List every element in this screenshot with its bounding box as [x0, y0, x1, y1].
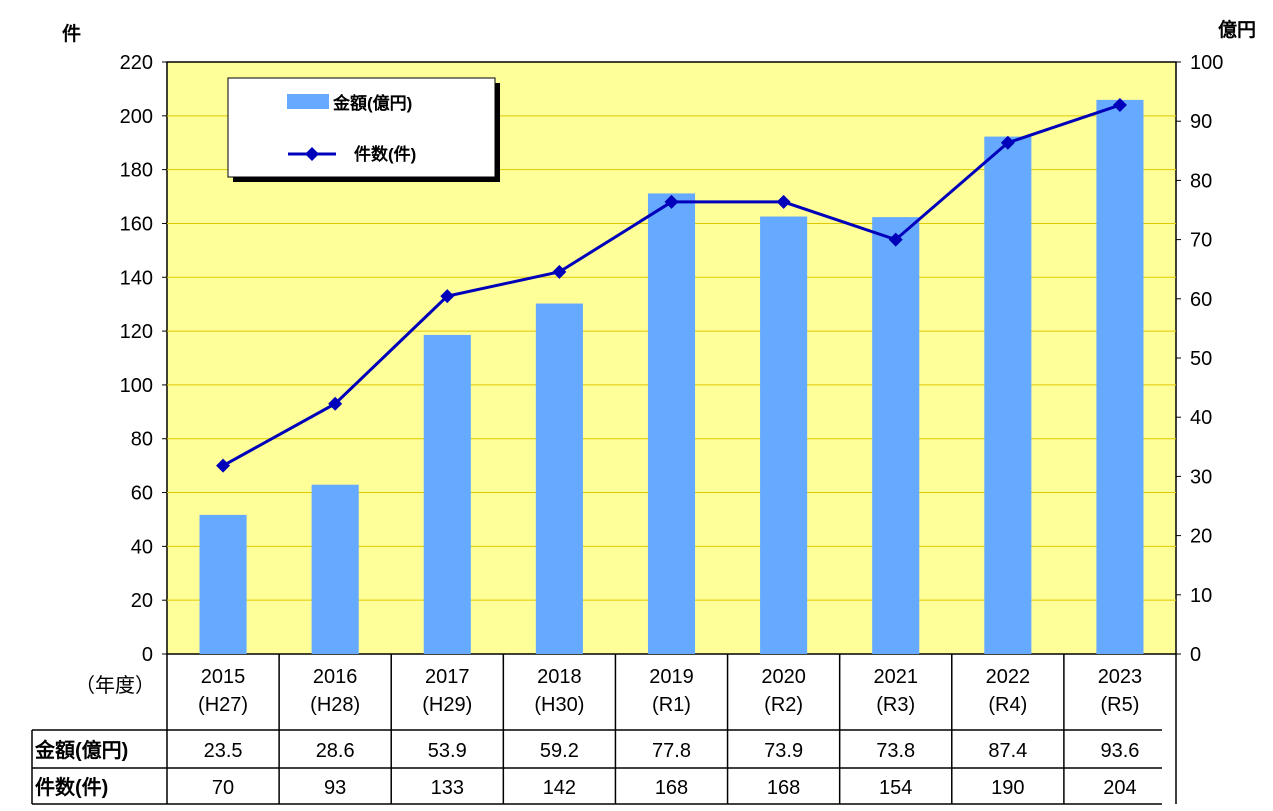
left-tick-label: 100 — [120, 375, 153, 397]
left-tick-label: 80 — [131, 429, 153, 451]
left-axis-unit: 件 — [62, 22, 81, 45]
line-marker — [776, 194, 791, 209]
table-cell: 53.9 — [428, 740, 467, 762]
table-cell: 59.2 — [540, 740, 579, 762]
category-year-label: 2015 — [201, 666, 246, 688]
category-era-label: (H28) — [310, 694, 360, 716]
category-year-label: 2021 — [873, 666, 918, 688]
table-row-label-count: 件数(件) — [35, 775, 108, 799]
right-tick-label: 70 — [1190, 230, 1212, 252]
category-era-label: (R3) — [876, 694, 915, 716]
category-era-label: (H29) — [422, 694, 472, 716]
bar — [647, 193, 696, 654]
bar — [984, 136, 1032, 655]
legend-line-label: 件数(件) — [354, 144, 416, 164]
table-cell: 168 — [767, 777, 800, 799]
table-cell: 23.5 — [204, 740, 243, 762]
table-cell: 73.8 — [876, 740, 915, 762]
right-tick-label: 20 — [1190, 526, 1212, 548]
table-cell: 93 — [324, 777, 346, 799]
left-tick-label: 60 — [131, 483, 153, 505]
category-era-label: (H30) — [534, 694, 584, 716]
left-tick-label: 200 — [120, 106, 153, 128]
left-tick-label: 180 — [120, 160, 153, 182]
legend-box — [227, 77, 496, 178]
bar — [535, 303, 583, 654]
bar — [423, 334, 471, 654]
table-cells: 23.5 28.6 53.9 59.2 77.8 73.9 73.8 87.4 93.6 70 93… — [166, 654, 1177, 804]
category-era-label: (R5) — [1100, 694, 1139, 716]
right-tick-label: 90 — [1190, 111, 1212, 133]
left-tick-label: 160 — [120, 213, 153, 235]
data-table: 金額(億円) 件数(件) 23.5 28.6 53.9 59.2 77.8 73.9 73.… — [31, 654, 1177, 805]
line-marker — [552, 264, 567, 279]
bar — [311, 484, 359, 654]
table-cell: 70 — [212, 777, 234, 799]
table-cell: 93.6 — [1100, 740, 1139, 762]
right-axis-unit: 億円 — [1218, 18, 1256, 41]
right-tick-label: 60 — [1190, 289, 1212, 311]
bar — [872, 217, 920, 654]
table-cell: 28.6 — [316, 740, 355, 762]
category-era-label: (R1) — [652, 694, 691, 716]
left-tick-label: 120 — [120, 321, 153, 343]
line-marker — [328, 396, 343, 411]
left-tick-label: 20 — [131, 590, 153, 612]
axes: 0 20 40 60 80 100 120 140 160 180 200 220 0 10 20 30 40 5… — [120, 52, 1224, 666]
table-cell: 154 — [879, 777, 912, 799]
table-cell: 77.8 — [652, 740, 691, 762]
table-row-label-amount: 金額(億円) — [34, 738, 128, 762]
right-tick-label: 80 — [1190, 170, 1212, 192]
line-marker — [1112, 98, 1127, 113]
left-tick-label: 40 — [131, 536, 153, 558]
legend-bar-label: 金額(億円) — [332, 93, 412, 113]
category-year-label: 2020 — [761, 666, 806, 688]
line-marker — [1000, 135, 1015, 150]
legend: 金額(億円) 件数(件) — [227, 77, 500, 182]
right-tick-label: 100 — [1190, 52, 1223, 74]
table-cell: 87.4 — [988, 740, 1027, 762]
line-marker — [216, 458, 231, 473]
table-cell: 73.9 — [764, 740, 803, 762]
category-year-label: 2019 — [649, 666, 694, 688]
category-year-label: 2023 — [1098, 666, 1143, 688]
category-year-label: 2016 — [313, 666, 358, 688]
bar — [199, 514, 247, 654]
category-era-label: (R4) — [988, 694, 1027, 716]
table-cell: 133 — [431, 777, 464, 799]
line-marker — [888, 232, 903, 247]
category-year-label: 2022 — [986, 666, 1031, 688]
line-series — [216, 98, 1127, 473]
legend-line-marker — [305, 147, 319, 161]
category-labels: 2015 (H27) 2016 (H28) 2017 (H29) 2018 (H30) 2019… — [198, 666, 1142, 716]
left-tick-label: 0 — [142, 644, 153, 666]
table-cell: 204 — [1103, 777, 1136, 799]
right-tick-label: 0 — [1190, 644, 1201, 666]
table-cell: 190 — [991, 777, 1024, 799]
category-year-label: 2017 — [425, 666, 470, 688]
right-tick-label: 30 — [1190, 466, 1212, 488]
legend-bar-swatch — [287, 94, 329, 109]
bar — [1096, 99, 1144, 654]
table-cell: 168 — [655, 777, 688, 799]
line-marker — [440, 289, 455, 304]
year-label: （年度） — [75, 674, 155, 697]
table-cell: 142 — [543, 777, 576, 799]
bar — [760, 216, 808, 654]
left-tick-label: 140 — [120, 267, 153, 289]
right-tick-label: 40 — [1190, 407, 1212, 429]
right-tick-label: 50 — [1190, 348, 1212, 370]
category-era-label: (R2) — [764, 694, 803, 716]
right-tick-label: 10 — [1190, 585, 1212, 607]
line-marker — [664, 194, 679, 209]
category-year-label: 2018 — [537, 666, 582, 688]
bar-series — [199, 99, 1144, 655]
left-tick-label: 220 — [120, 52, 153, 74]
category-era-label: (H27) — [198, 694, 248, 716]
